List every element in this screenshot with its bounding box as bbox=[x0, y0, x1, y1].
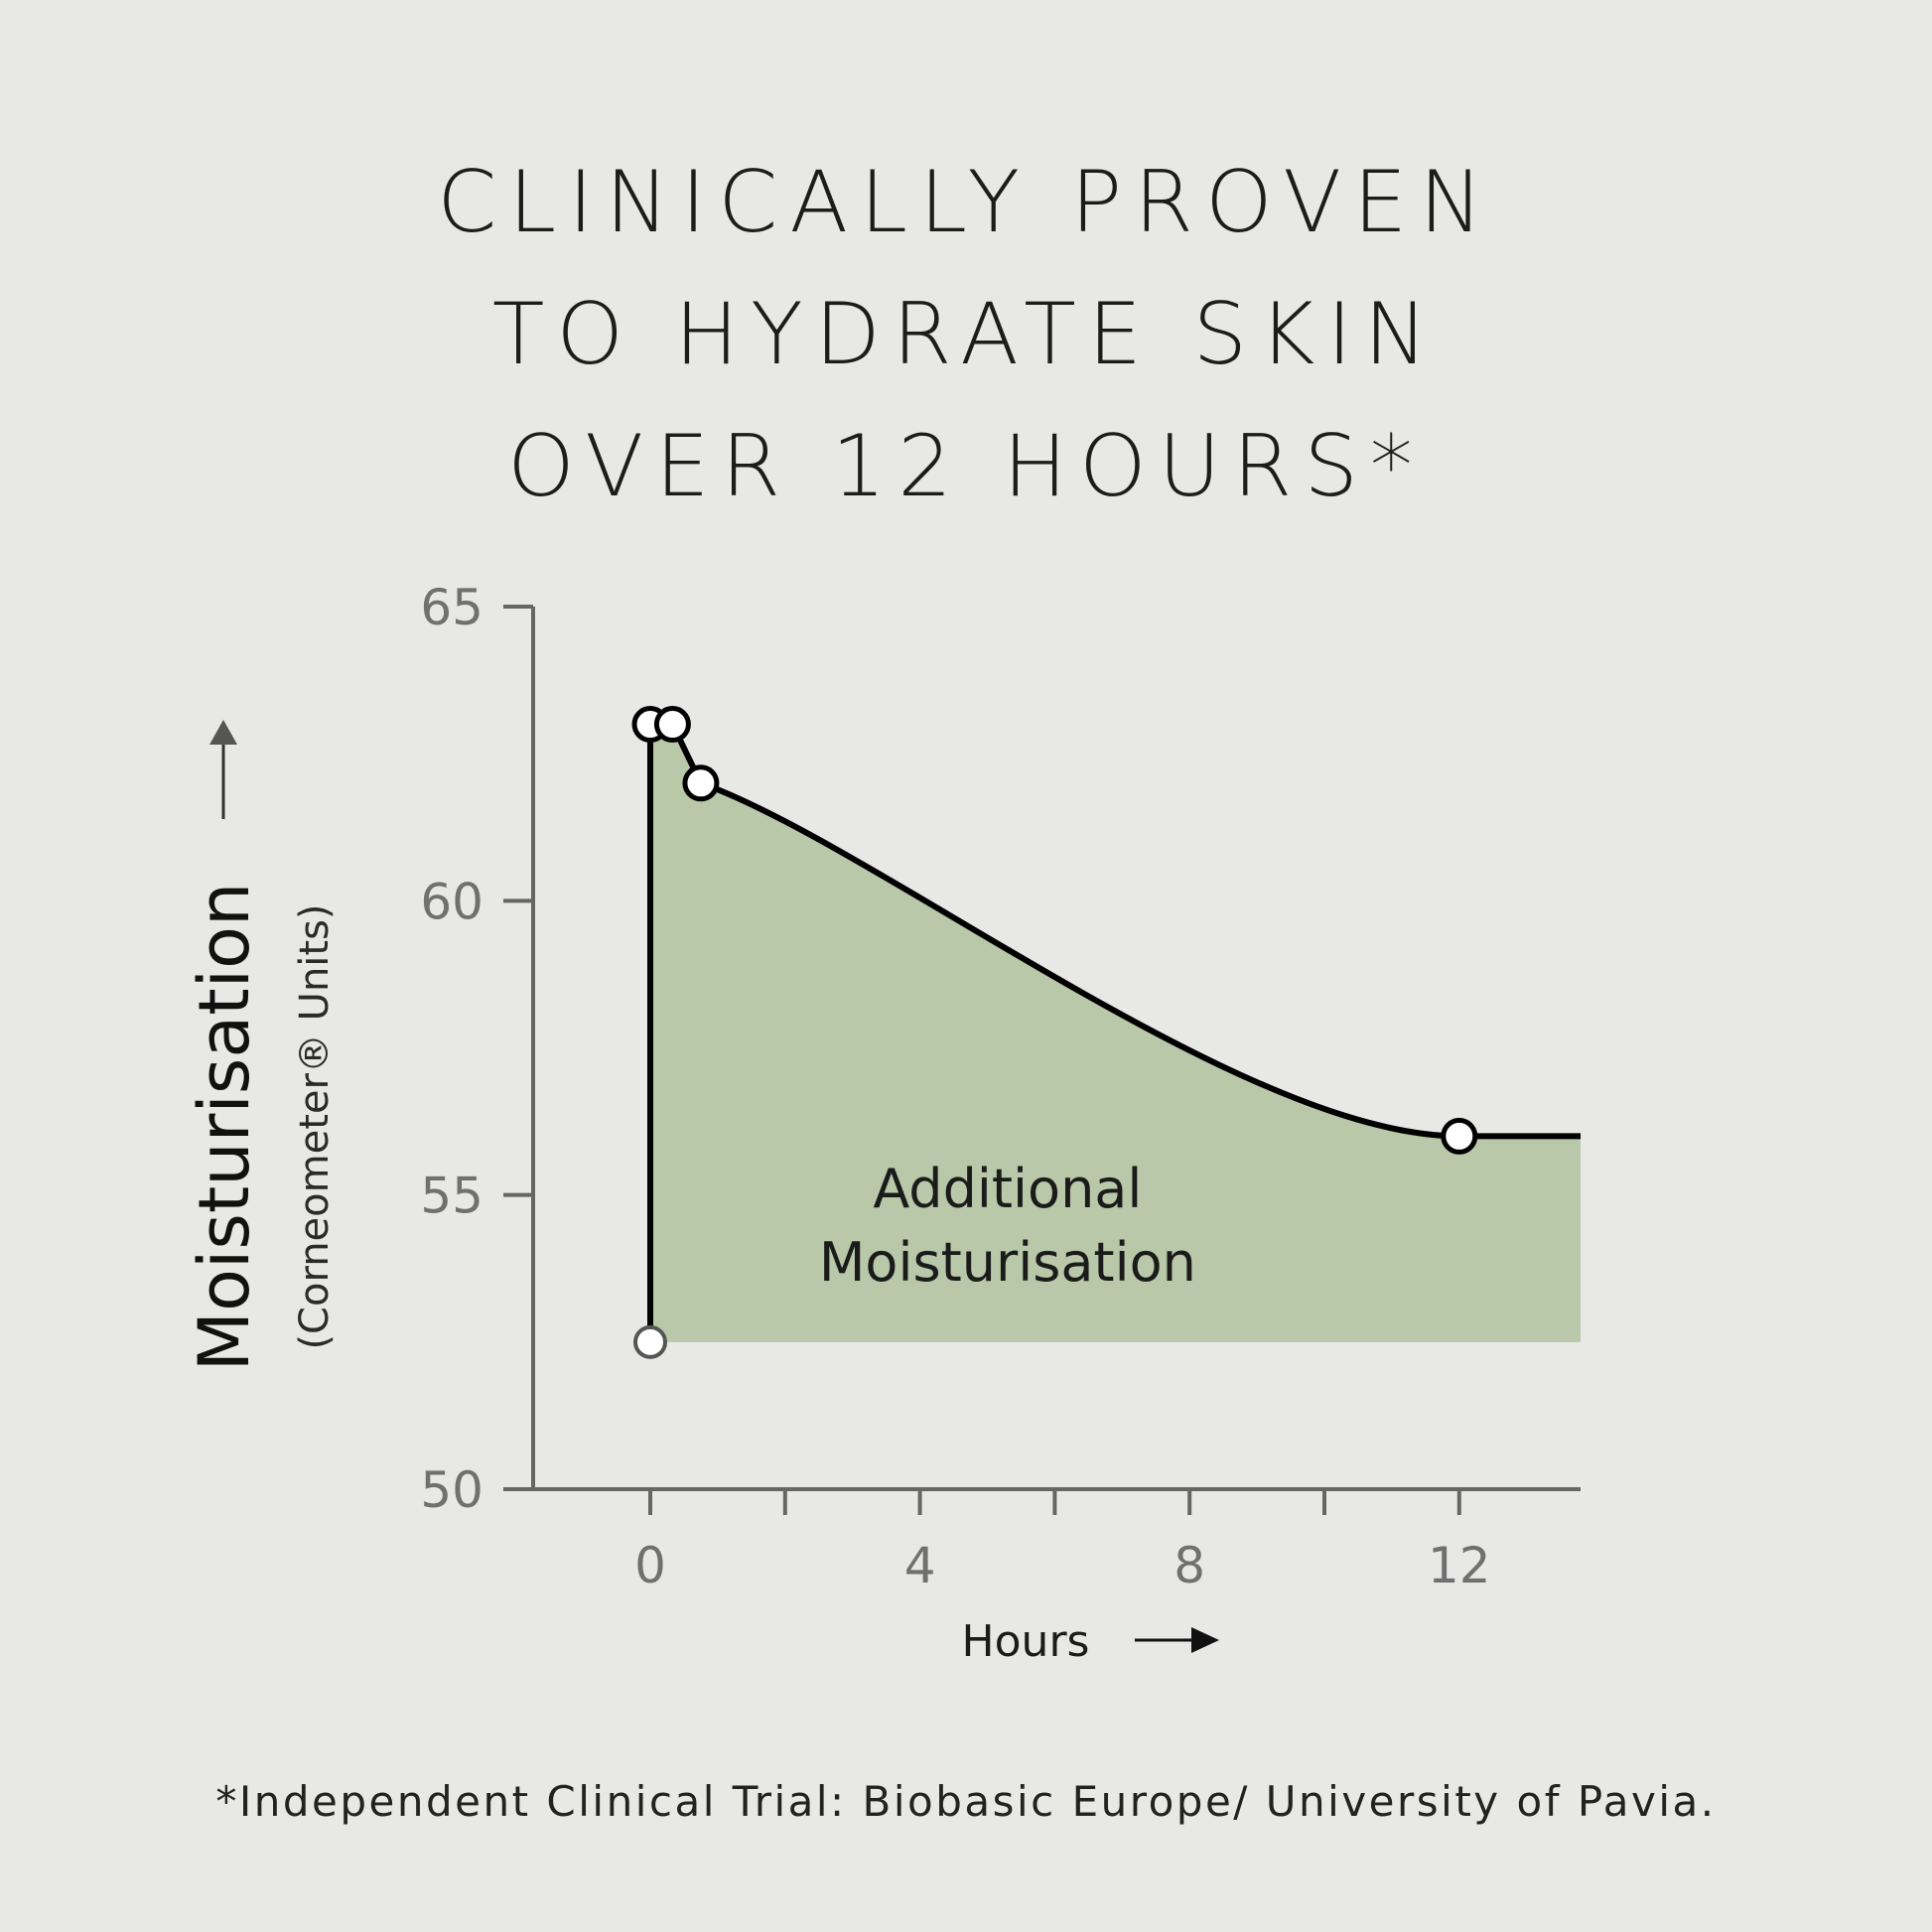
y-axis-label: Moisturisation (Corneometer® Units) bbox=[184, 720, 338, 1371]
area-label-line-1: Additional bbox=[873, 1158, 1142, 1220]
moisturisation-line bbox=[647, 721, 1582, 1342]
y-axis-title: Moisturisation bbox=[184, 883, 265, 1372]
area-label-line-2: Moisturisation bbox=[819, 1231, 1196, 1294]
data-markers bbox=[631, 706, 1478, 1359]
area-label: Additional Moisturisation bbox=[819, 1158, 1196, 1294]
x-axis-arrow-icon bbox=[1135, 1627, 1219, 1653]
y-tick-label: 60 bbox=[420, 873, 483, 930]
x-tick-label: 4 bbox=[904, 1537, 936, 1594]
y-tick-label: 50 bbox=[420, 1461, 483, 1519]
y-ticks: 50 55 60 65 bbox=[420, 579, 533, 1519]
x-axis-label: Hours bbox=[962, 1616, 1219, 1667]
x-tick-label: 0 bbox=[634, 1537, 666, 1594]
x-tick-label: 12 bbox=[1428, 1537, 1491, 1594]
title-line-3: OVER 12 HOURS* bbox=[507, 417, 1425, 516]
data-point bbox=[633, 1324, 667, 1359]
footnote: *Independent Clinical Trial: Biobasic Eu… bbox=[215, 1777, 1717, 1826]
x-axis-title: Hours bbox=[962, 1616, 1090, 1667]
data-point bbox=[653, 706, 691, 744]
y-axis-arrow-icon bbox=[209, 720, 237, 819]
title-line-2: TO HYDRATE SKIN bbox=[491, 285, 1441, 384]
x-ticks: 0 4 8 12 bbox=[634, 1489, 1491, 1594]
data-point bbox=[682, 764, 720, 802]
y-tick-label: 65 bbox=[420, 579, 483, 636]
chart-title: CLINICALLY PROVEN TO HYDRATE SKIN OVER 1… bbox=[0, 137, 1932, 533]
axes bbox=[531, 607, 1582, 1491]
data-point bbox=[1441, 1117, 1478, 1155]
x-tick-label: 8 bbox=[1173, 1537, 1205, 1594]
y-tick-label: 55 bbox=[420, 1168, 483, 1225]
title-line-1: CLINICALLY PROVEN bbox=[437, 153, 1495, 252]
y-axis-subtitle: (Corneometer® Units) bbox=[292, 903, 338, 1349]
